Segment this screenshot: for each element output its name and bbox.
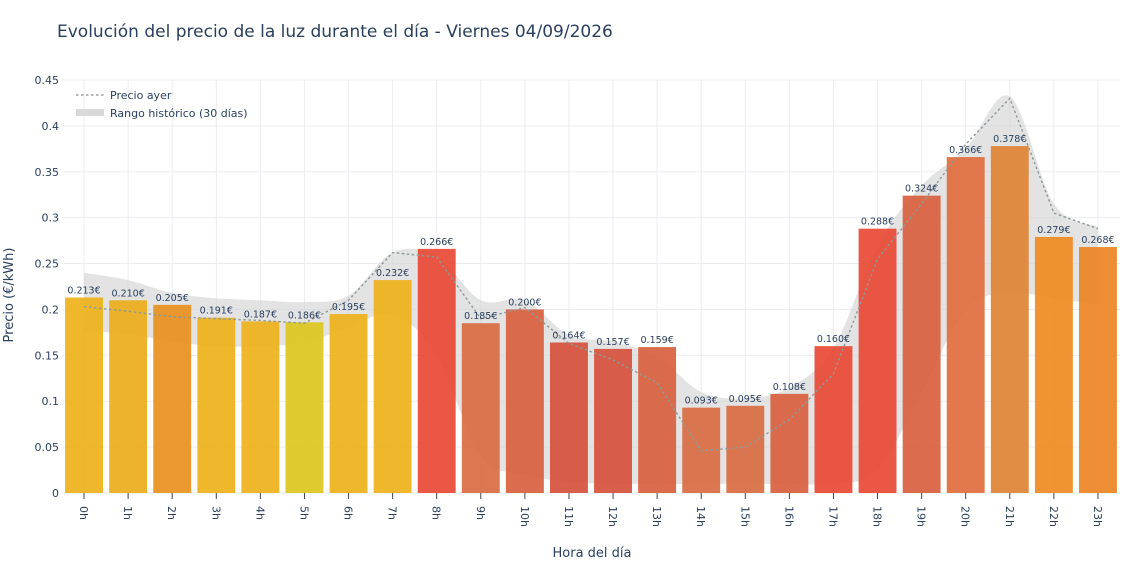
x-tick-label: 13h — [650, 506, 663, 527]
price-bar — [505, 309, 544, 493]
bars-layer — [65, 146, 1117, 494]
price-bar — [65, 297, 103, 493]
x-axis-title: Hora del día — [553, 546, 632, 561]
y-tick-label: 0 — [52, 487, 59, 500]
bar-value-label: 0.288€ — [861, 217, 894, 228]
price-bar — [550, 342, 588, 493]
x-tick-label: 2h — [165, 506, 178, 520]
x-tick-label: 9h — [474, 506, 487, 520]
price-bar — [373, 280, 412, 493]
x-tick-label: 1h — [121, 506, 134, 520]
bar-value-label: 0.324€ — [905, 184, 938, 195]
x-tick-label: 3h — [209, 506, 222, 520]
y-tick-label: 0.35 — [35, 166, 60, 179]
bar-value-label: 0.191€ — [200, 306, 233, 317]
x-tick-label: 22h — [1047, 506, 1060, 527]
y-tick-label: 0.4 — [42, 120, 60, 133]
x-tick-label: 16h — [782, 506, 795, 527]
y-tick-label: 0.3 — [42, 212, 60, 225]
price-bar — [197, 317, 236, 493]
x-tick-label: 7h — [386, 506, 399, 520]
x-tick-label: 18h — [871, 506, 884, 527]
bar-value-label: 0.378€ — [993, 134, 1026, 145]
price-bar — [814, 346, 853, 493]
x-tick-label: 23h — [1091, 506, 1104, 527]
y-axis-title: Precio (€/kWh) — [2, 248, 17, 343]
legend-label-yesterday: Precio ayer — [110, 89, 172, 102]
legend: Precio ayer Rango histórico (30 días) — [76, 89, 248, 120]
price-bar — [109, 300, 148, 493]
x-tick-label: 5h — [297, 506, 310, 520]
bar-value-label: 0.095€ — [729, 394, 762, 405]
x-tick-label: 21h — [1003, 506, 1016, 527]
price-bar — [153, 304, 192, 493]
price-bar — [638, 347, 677, 493]
price-bar — [858, 228, 897, 493]
legend-swatch-historic-range — [76, 109, 104, 116]
price-bar — [1079, 247, 1117, 493]
bar-value-label: 0.164€ — [552, 330, 585, 341]
bar-value-label: 0.159€ — [641, 335, 674, 346]
x-tick-label: 14h — [694, 506, 707, 527]
bar-value-label: 0.232€ — [376, 268, 409, 279]
bar-value-label: 0.210€ — [112, 288, 145, 299]
x-tick-label: 19h — [915, 506, 928, 527]
bar-value-label: 0.266€ — [420, 237, 453, 248]
bar-value-label: 0.187€ — [244, 309, 277, 320]
bar-value-label: 0.205€ — [156, 293, 189, 304]
price-bar — [594, 348, 632, 493]
x-tick-label: 6h — [342, 506, 355, 520]
yesterday-price-line — [83, 97, 1099, 452]
x-tick-label: 15h — [738, 506, 751, 527]
x-tick-label: 17h — [826, 506, 839, 527]
price-bar — [285, 322, 324, 493]
price-bar — [241, 321, 280, 493]
bar-value-label: 0.160€ — [817, 334, 850, 345]
price-bar — [770, 393, 809, 493]
bar-value-label: 0.268€ — [1081, 235, 1114, 246]
price-bar — [1034, 236, 1073, 493]
chart-title: Evolución del precio de la luz durante e… — [57, 22, 613, 42]
bar-value-label: 0.108€ — [773, 382, 806, 393]
axis-layer: 0 0.05 0.1 0.15 0.2 0.25 0.3 0.35 0.4 0.45 0h 1h 2h 3… — [35, 74, 1104, 527]
y-tick-label: 0.25 — [35, 258, 60, 271]
price-bar — [946, 157, 985, 494]
yesterday-line-layer — [83, 97, 1099, 452]
bar-value-label: 0.213€ — [67, 286, 100, 297]
y-tick-label: 0.15 — [35, 349, 60, 362]
price-bar — [726, 405, 765, 493]
y-tick-label: 0.1 — [42, 395, 60, 408]
bar-value-label: 0.093€ — [685, 396, 718, 407]
bar-value-label: 0.157€ — [596, 337, 629, 348]
x-tick-label: 20h — [959, 506, 972, 527]
y-tick-label: 0.2 — [42, 303, 60, 316]
legend-label-historic-range: Rango histórico (30 días) — [110, 107, 248, 120]
historic-range-band — [84, 95, 1098, 485]
x-tick-label: 4h — [253, 506, 266, 520]
price-bar — [902, 195, 941, 493]
x-tick-label: 11h — [562, 506, 575, 527]
y-tick-label: 0.05 — [35, 441, 60, 454]
price-bar — [990, 146, 1029, 493]
x-tick-label: 10h — [518, 506, 531, 527]
y-tick-label: 0.45 — [35, 74, 60, 87]
price-bar — [461, 323, 500, 493]
x-tick-label: 12h — [606, 506, 619, 527]
price-bar — [329, 314, 368, 493]
bar-value-label: 0.279€ — [1037, 225, 1070, 236]
bar-value-label: 0.200€ — [508, 297, 541, 308]
bar-value-label: 0.366€ — [949, 145, 982, 156]
bar-labels-layer: 0.213€ 0.210€ 0.205€ 0.191€ 0.187€ 0.186€ 0.19… — [67, 134, 1114, 407]
bar-value-label: 0.185€ — [464, 311, 497, 322]
bar-value-label: 0.195€ — [332, 302, 365, 313]
x-tick-label: 0h — [77, 506, 90, 520]
x-tick-label: 8h — [430, 506, 443, 520]
price-bar — [417, 248, 456, 493]
historic-range-layer — [84, 95, 1098, 485]
bar-value-label: 0.186€ — [288, 310, 321, 321]
